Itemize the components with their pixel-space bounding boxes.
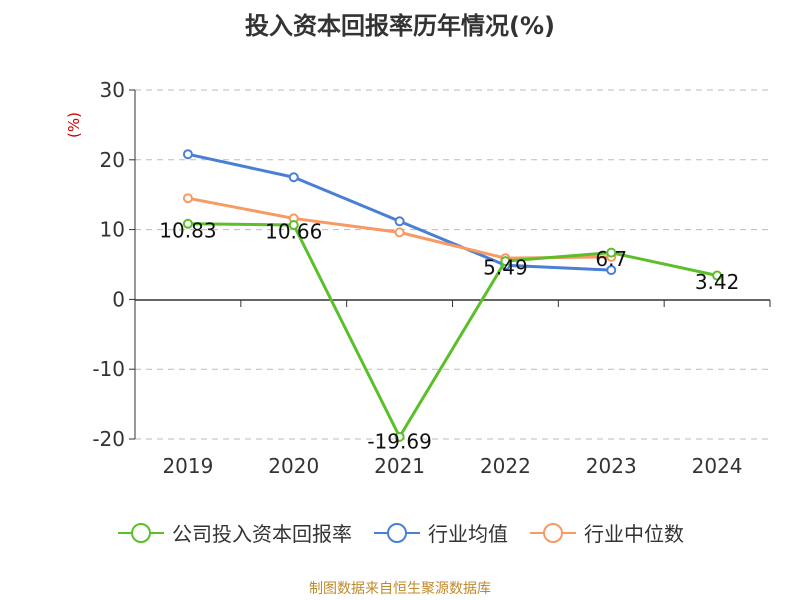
data-point: [606, 265, 617, 276]
data-point: [182, 193, 193, 204]
data-point: [288, 172, 299, 183]
data-point: [500, 256, 511, 267]
legend-swatch-icon: [118, 522, 164, 543]
series-line: [187, 222, 718, 439]
legend-swatch-icon: [374, 522, 420, 543]
data-point: [606, 247, 617, 258]
x-tick-label: 2024: [692, 454, 743, 478]
data-point: [288, 219, 299, 230]
x-tick-label: 2019: [162, 454, 213, 478]
chart-title: 投入资本回报率历年情况(%): [245, 12, 555, 40]
data-label: 3.42: [695, 270, 740, 294]
data-point: [182, 149, 193, 160]
grid-layer: [135, 89, 770, 440]
x-tick-label: 2022: [480, 454, 531, 478]
y-tick-label: 0: [112, 287, 125, 311]
data-label: 5.49: [483, 256, 528, 280]
y-tick-label: -10: [92, 357, 125, 381]
x-tick-label: 2020: [268, 454, 319, 478]
legend-swatch-icon: [530, 522, 576, 543]
data-label: 10.83: [159, 218, 216, 242]
legend-item[interactable]: 行业均值: [372, 518, 508, 547]
data-label: 10.66: [265, 219, 322, 243]
legend-label: 行业中位数: [584, 522, 684, 546]
axis-layer: 30 20 10 0 -10 -20 2019 2020 2021 2022 2023 2024 (%): [65, 78, 771, 478]
legend-label: 行业均值: [428, 522, 508, 546]
data-point: [182, 218, 193, 229]
series-layer: [182, 149, 723, 442]
data-point: [394, 431, 405, 442]
data-label: 6.7: [595, 247, 627, 271]
y-tick-label: -20: [92, 427, 125, 451]
y-tick-label: 20: [100, 148, 125, 172]
legend-item[interactable]: 行业中位数: [528, 518, 684, 547]
unit-label: (%): [65, 112, 83, 138]
y-tick-label: 10: [100, 218, 125, 242]
x-tick-label: 2021: [374, 454, 425, 478]
data-source-note: 制图数据来自恒生聚源数据库: [309, 581, 491, 597]
legend-label: 公司投入资本回报率: [172, 522, 352, 546]
series-line: [187, 152, 612, 272]
data-label: -19.69: [367, 429, 431, 453]
data-point: [394, 216, 405, 227]
data-point: [394, 227, 405, 238]
data-point: [712, 270, 723, 281]
label-layer: 10.83 10.66 -19.69 5.49 6.7 3.42: [159, 218, 739, 453]
y-tick-label: 30: [100, 78, 125, 102]
legend-item[interactable]: 公司投入资本回报率: [116, 518, 352, 547]
chart-legend: 公司投入资本回报率 行业均值 行业中位数: [0, 518, 800, 547]
x-tick-label: 2023: [586, 454, 637, 478]
